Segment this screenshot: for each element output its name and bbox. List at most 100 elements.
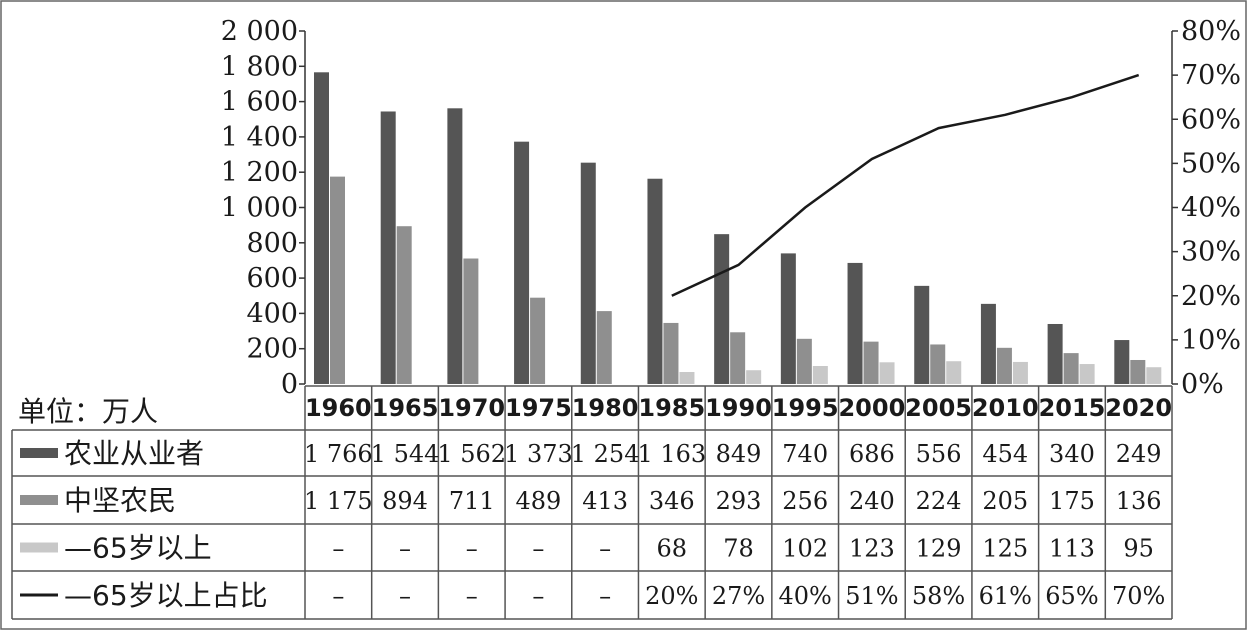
data-label: 224 [916, 487, 962, 515]
data-label: 256 [782, 487, 828, 515]
data-label: – [466, 535, 478, 563]
left-tick-label: 400 [246, 298, 298, 329]
left-tick-label: 200 [246, 334, 298, 365]
right-tick-label: 80% [1181, 16, 1241, 47]
data-label: – [399, 535, 411, 563]
right-tick-label: 0% [1181, 369, 1224, 400]
data-label: – [599, 582, 611, 610]
data-label: 1 163 [637, 440, 706, 468]
bar [580, 162, 596, 384]
left-tick-label: 800 [246, 228, 298, 259]
data-label: 78 [723, 535, 754, 563]
right-tick-label: 30% [1181, 237, 1241, 268]
data-label: 894 [382, 487, 428, 515]
bar [463, 258, 479, 384]
data-label: 1 544 [371, 440, 440, 468]
bar [946, 361, 962, 384]
data-label: 1 373 [504, 440, 573, 468]
bar [1063, 353, 1079, 384]
right-tick-label: 60% [1181, 104, 1241, 135]
data-label: 454 [982, 440, 1028, 468]
data-label: 489 [516, 487, 562, 515]
data-label: – [599, 535, 611, 563]
left-tick-label: 1 200 [221, 157, 298, 188]
data-label: 125 [982, 535, 1028, 563]
year-label: 1970 [438, 394, 505, 422]
right-tick-label: 40% [1181, 193, 1241, 224]
bar [1012, 361, 1028, 384]
bar [879, 362, 895, 384]
bar [647, 178, 663, 384]
legend-label: 中坚农民 [64, 484, 176, 517]
bar [730, 332, 746, 384]
bar [679, 371, 695, 384]
bar [914, 285, 930, 384]
data-label: – [332, 582, 344, 610]
data-label: 1 562 [437, 440, 506, 468]
year-label: 1975 [505, 394, 572, 422]
bar [514, 141, 530, 384]
data-label: 740 [782, 440, 828, 468]
year-label: 2015 [1039, 394, 1106, 422]
bar [996, 347, 1012, 384]
year-label: 2005 [905, 394, 972, 422]
data-label: 70% [1112, 582, 1165, 610]
bar [714, 234, 730, 384]
year-label: 2020 [1105, 394, 1172, 422]
data-label: – [532, 535, 544, 563]
right-tick-label: 70% [1181, 60, 1241, 91]
year-label: 1965 [372, 394, 439, 422]
legend-label: —65岁以上占比 [64, 579, 268, 612]
data-label: 1 175 [304, 487, 373, 515]
bar [863, 341, 879, 384]
bar [1114, 340, 1130, 384]
data-label: 1 766 [304, 440, 373, 468]
data-label: 249 [1116, 440, 1162, 468]
bar [530, 297, 546, 384]
bar [746, 370, 762, 384]
bar [314, 72, 329, 385]
bar [1079, 364, 1095, 384]
year-label: 1985 [638, 394, 705, 422]
right-tick-label: 10% [1181, 325, 1241, 356]
bar [930, 344, 946, 384]
left-tick-label: 1 000 [221, 193, 298, 224]
data-label: 340 [1049, 440, 1095, 468]
data-label: 346 [649, 487, 695, 515]
year-label: 2000 [838, 394, 905, 422]
data-label: 40% [779, 582, 832, 610]
data-label: 136 [1116, 487, 1162, 515]
data-label: 1 254 [571, 440, 640, 468]
bar [396, 226, 412, 384]
data-label: 123 [849, 535, 895, 563]
unit-label: 单位：万人 [18, 395, 158, 428]
bar [780, 253, 796, 384]
data-label: 205 [982, 487, 1028, 515]
data-label: 61% [979, 582, 1032, 610]
year-label: 1980 [572, 394, 639, 422]
bar [447, 108, 463, 384]
data-label: 175 [1049, 487, 1095, 515]
data-label: 65% [1045, 582, 1098, 610]
bar [1146, 367, 1162, 384]
year-label: 1995 [772, 394, 839, 422]
right-tick-label: 20% [1181, 281, 1241, 312]
data-label: 711 [449, 487, 495, 515]
bar [847, 262, 863, 384]
bar [796, 338, 812, 384]
data-label: – [332, 535, 344, 563]
left-tick-label: 1 800 [221, 51, 298, 82]
data-label: 20% [645, 582, 698, 610]
left-tick-label: 1 400 [221, 122, 298, 153]
line-series [671, 73, 1140, 297]
data-label: 51% [845, 582, 898, 610]
left-tick-label: 2 000 [221, 16, 298, 47]
data-label: 240 [849, 487, 895, 515]
bar [596, 311, 612, 384]
bar [980, 303, 996, 384]
right-tick-label: 50% [1181, 148, 1241, 179]
bar [812, 365, 828, 384]
year-label: 1990 [705, 394, 772, 422]
data-label: 68 [657, 535, 688, 563]
